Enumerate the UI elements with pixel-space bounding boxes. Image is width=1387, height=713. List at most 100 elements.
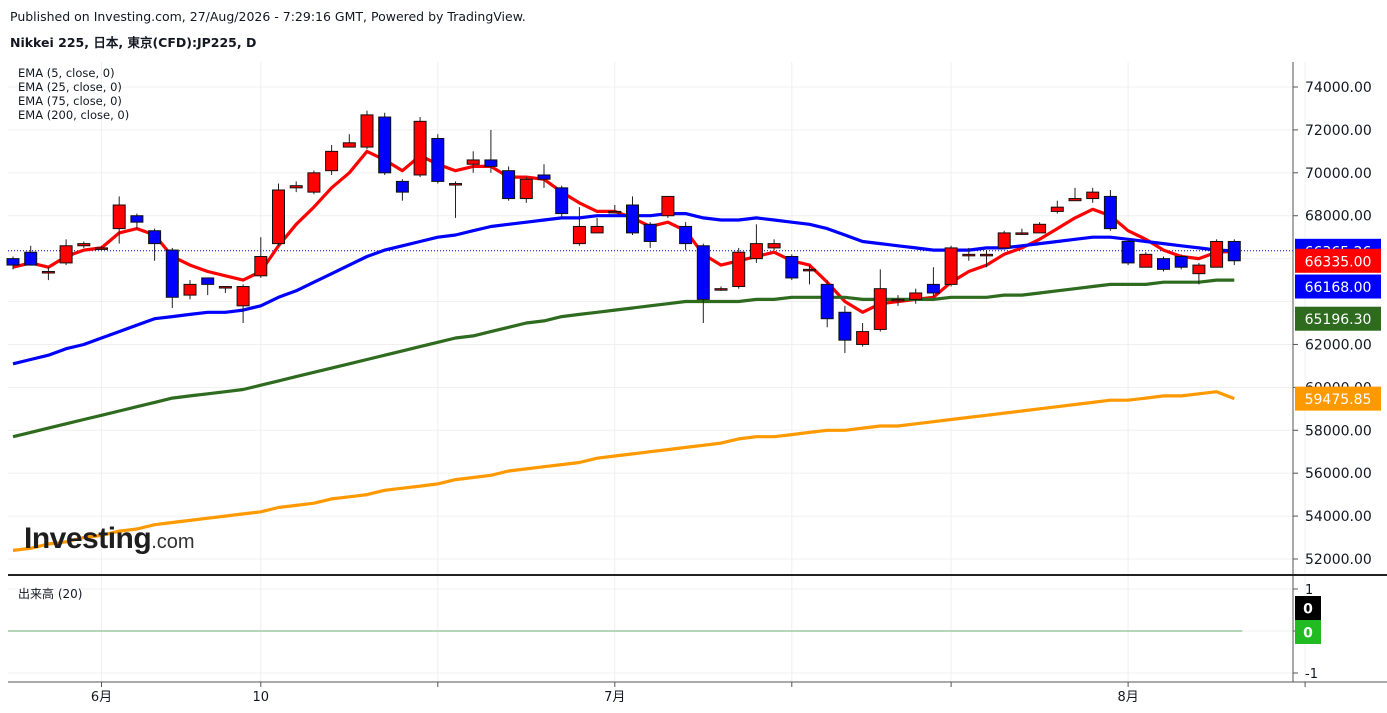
candle-body xyxy=(1033,223,1047,234)
candle xyxy=(962,247,976,261)
candle xyxy=(449,181,462,218)
price-badge-label: 66335.00 xyxy=(1305,254,1372,270)
candle-body xyxy=(201,277,215,285)
candle xyxy=(997,230,1011,249)
y-tick-label: 68000.00 xyxy=(1305,209,1372,225)
ema-line-3 xyxy=(12,278,1235,439)
vol-tick-label: 1 xyxy=(1305,583,1313,598)
legend-ema200[interactable]: EMA (200, close, 0) xyxy=(18,108,130,122)
candle xyxy=(626,196,639,236)
candle xyxy=(1192,262,1206,285)
candle xyxy=(431,134,445,184)
candle-body xyxy=(1121,240,1135,264)
y-tick-label: 54000.00 xyxy=(1305,509,1372,525)
candle xyxy=(342,134,356,148)
candle-body xyxy=(77,243,91,247)
candle xyxy=(537,164,551,188)
x-tick-label: 7月 xyxy=(604,690,625,705)
logo-main: Investing xyxy=(24,522,152,555)
price-badge-bg xyxy=(1295,386,1381,411)
x-tick-label: 8月 xyxy=(1117,690,1138,705)
candle xyxy=(785,254,799,281)
candle-body xyxy=(254,255,268,277)
legend-ema5[interactable]: EMA (5, close, 0) xyxy=(18,66,115,80)
candle xyxy=(696,243,710,323)
y-tick-label: 56000.00 xyxy=(1305,466,1372,482)
candle xyxy=(413,117,427,178)
candle-body xyxy=(820,283,834,320)
candle xyxy=(803,265,816,285)
candle-body xyxy=(1174,255,1188,268)
candle-body xyxy=(1210,240,1224,268)
candle xyxy=(555,185,569,218)
volume-label[interactable]: 出来高 (20) xyxy=(18,587,83,601)
candle xyxy=(926,267,940,298)
candle xyxy=(218,286,232,293)
candle-body xyxy=(1086,191,1100,200)
candle-body xyxy=(218,286,232,289)
candle-body xyxy=(360,114,374,148)
candle-body xyxy=(997,232,1011,249)
candle xyxy=(325,144,339,175)
candle xyxy=(272,183,285,246)
y-tick-label: 62000.00 xyxy=(1305,337,1372,353)
legend-ema25[interactable]: EMA (25, close, 0) xyxy=(18,80,122,94)
candle-body xyxy=(272,189,285,245)
candle-body xyxy=(395,180,409,193)
published-header: Published on Investing.com, 27/Aug/2026 … xyxy=(10,9,526,24)
candle-body xyxy=(785,255,799,279)
candle-body xyxy=(767,243,781,249)
candle-body xyxy=(980,253,993,257)
ema-line-4 xyxy=(12,390,1235,552)
investing-logo: Investing.com xyxy=(24,522,195,556)
price-badge: 65196.30 xyxy=(1295,306,1381,331)
candle xyxy=(749,224,763,263)
candle-body xyxy=(307,172,321,193)
candle-body xyxy=(431,137,445,182)
candle-body xyxy=(1103,195,1117,230)
price-badge: 59475.85 xyxy=(1295,386,1381,411)
candle xyxy=(1050,200,1064,214)
price-badge: 66168.00 xyxy=(1295,274,1381,299)
price-badge: 66335.00 xyxy=(1295,248,1381,273)
candle-body xyxy=(112,204,126,230)
candle xyxy=(6,256,20,270)
volume-badge-bg xyxy=(1295,596,1321,620)
candle xyxy=(466,151,480,173)
price-badge-label: 59475.85 xyxy=(1305,392,1372,408)
candle-body xyxy=(696,245,710,300)
candle xyxy=(1210,239,1224,268)
candle xyxy=(41,267,55,281)
candle xyxy=(643,222,657,248)
candle xyxy=(1068,187,1082,202)
candle-body xyxy=(6,258,20,266)
candle xyxy=(1015,228,1029,236)
candle-body xyxy=(1015,232,1029,235)
candle-body xyxy=(572,225,586,245)
volume-badge: 0 xyxy=(1295,620,1321,644)
price-badge-label: 66168.00 xyxy=(1305,280,1372,296)
candle xyxy=(254,237,268,278)
x-tick-label: 6月 xyxy=(91,690,112,705)
candle xyxy=(307,170,321,195)
volume-badge-label: 0 xyxy=(1303,602,1313,618)
candle-body xyxy=(1139,253,1153,268)
candle-body xyxy=(962,253,976,257)
volume-badge-bg xyxy=(1295,620,1321,644)
gridlines xyxy=(8,62,1306,682)
candle xyxy=(289,181,303,193)
candle xyxy=(502,166,516,201)
price-badge-label: 65196.30 xyxy=(1305,312,1372,328)
candle-body xyxy=(749,243,763,260)
volume-badge-label: 0 xyxy=(1303,626,1313,642)
candle-body xyxy=(891,298,905,302)
candle xyxy=(608,205,622,214)
candle-body xyxy=(1068,198,1082,202)
candle-body xyxy=(289,185,303,189)
candle-body xyxy=(342,142,356,148)
candle-body xyxy=(378,116,392,174)
legend-ema75[interactable]: EMA (75, close, 0) xyxy=(18,94,122,108)
candle xyxy=(820,280,834,328)
candle xyxy=(130,213,144,229)
